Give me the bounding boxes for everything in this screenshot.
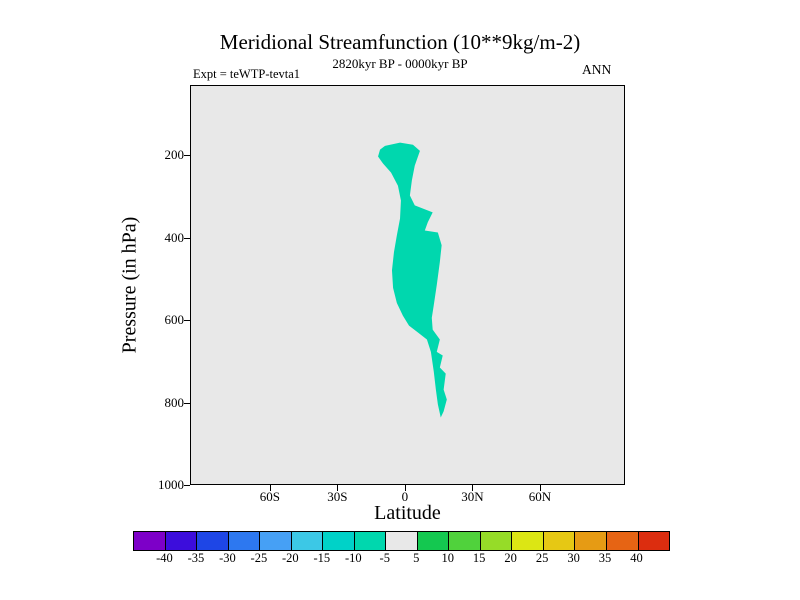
colorbar-segment bbox=[134, 532, 166, 550]
colorbar-segment bbox=[480, 532, 513, 550]
y-tick-mark bbox=[184, 320, 190, 322]
y-tick-label: 800 bbox=[164, 394, 185, 410]
colorbar-segment bbox=[417, 532, 450, 550]
colorbar-tick-label: -25 bbox=[250, 551, 268, 565]
x-tick-mark bbox=[404, 485, 406, 491]
colorbar-tick-label: 35 bbox=[598, 551, 612, 565]
x-tick-mark bbox=[472, 485, 474, 491]
colorbar-tick-label: -20 bbox=[282, 551, 299, 565]
colorbar-tick-label: -40 bbox=[156, 551, 173, 565]
colorbar-segment bbox=[512, 532, 544, 550]
colorbar-segment bbox=[606, 532, 639, 550]
x-tick-label: 30S bbox=[327, 489, 348, 504]
colorbar-tick-label: -10 bbox=[344, 551, 362, 565]
y-tick-mark bbox=[184, 155, 190, 157]
chart-title: Meridional Streamfunction (10**9kg/m-2) bbox=[219, 30, 581, 54]
colorbar-segment bbox=[291, 532, 324, 550]
y-tick-label: 600 bbox=[164, 312, 185, 328]
colorbar-segment bbox=[543, 532, 576, 550]
experiment-label: Expt = teWTP-tevta1 bbox=[193, 67, 301, 81]
season-label: ANN bbox=[582, 62, 612, 77]
colorbar-segment bbox=[575, 532, 607, 550]
colorbar-segment bbox=[197, 532, 229, 550]
colorbar-segment bbox=[323, 532, 355, 550]
colorbar-segment bbox=[449, 532, 481, 550]
y-tick-mark bbox=[184, 237, 190, 239]
colorbar-tick-label: 40 bbox=[630, 551, 643, 565]
y-tick-label: 400 bbox=[164, 229, 185, 245]
colorbar-tick-label: 30 bbox=[567, 551, 580, 565]
colorbar-segment bbox=[354, 532, 387, 550]
x-tick-mark bbox=[539, 485, 541, 491]
contour-region-svg bbox=[378, 142, 447, 418]
colorbar-segment bbox=[260, 532, 292, 550]
colorbar-tick-label: -5 bbox=[379, 551, 390, 565]
chart-subtitle: 2820kyr BP - 0000kyr BP bbox=[332, 56, 468, 71]
y-tick-mark bbox=[184, 402, 190, 404]
y-axis-title: Pressure (in hPa) bbox=[118, 216, 141, 354]
x-tick-label: 0 bbox=[401, 489, 409, 504]
colorbar-tick-label: 10 bbox=[441, 551, 454, 565]
y-tick-label: 1000 bbox=[158, 477, 184, 492]
x-tick-mark bbox=[269, 485, 271, 491]
colorbar-tick-label: 25 bbox=[535, 551, 549, 565]
colorbar-segment bbox=[165, 532, 198, 550]
y-tick-mark bbox=[184, 485, 190, 486]
plot-area bbox=[190, 85, 625, 485]
colorbar-tick-label: -15 bbox=[313, 551, 331, 565]
colorbar-tick-label: 15 bbox=[472, 551, 486, 565]
colorbar-tick-label: 20 bbox=[504, 551, 517, 565]
x-tick-label: 60S bbox=[259, 489, 280, 504]
x-tick-label: 60N bbox=[528, 489, 552, 504]
colorbar-segment bbox=[638, 532, 670, 550]
colorbar-tick-label: -35 bbox=[187, 551, 205, 565]
colorbar bbox=[133, 531, 670, 551]
x-tick-mark bbox=[337, 485, 339, 491]
contour-filled-band bbox=[378, 142, 447, 418]
colorbar-segment bbox=[228, 532, 261, 550]
colorbar-tick-label: 5 bbox=[413, 551, 420, 565]
x-axis-title: Latitude bbox=[374, 502, 441, 524]
colorbar-tick-label: -30 bbox=[219, 551, 236, 565]
colorbar-segment bbox=[386, 532, 418, 550]
x-tick-label: 30N bbox=[461, 489, 484, 504]
y-tick-label: 200 bbox=[164, 147, 185, 163]
